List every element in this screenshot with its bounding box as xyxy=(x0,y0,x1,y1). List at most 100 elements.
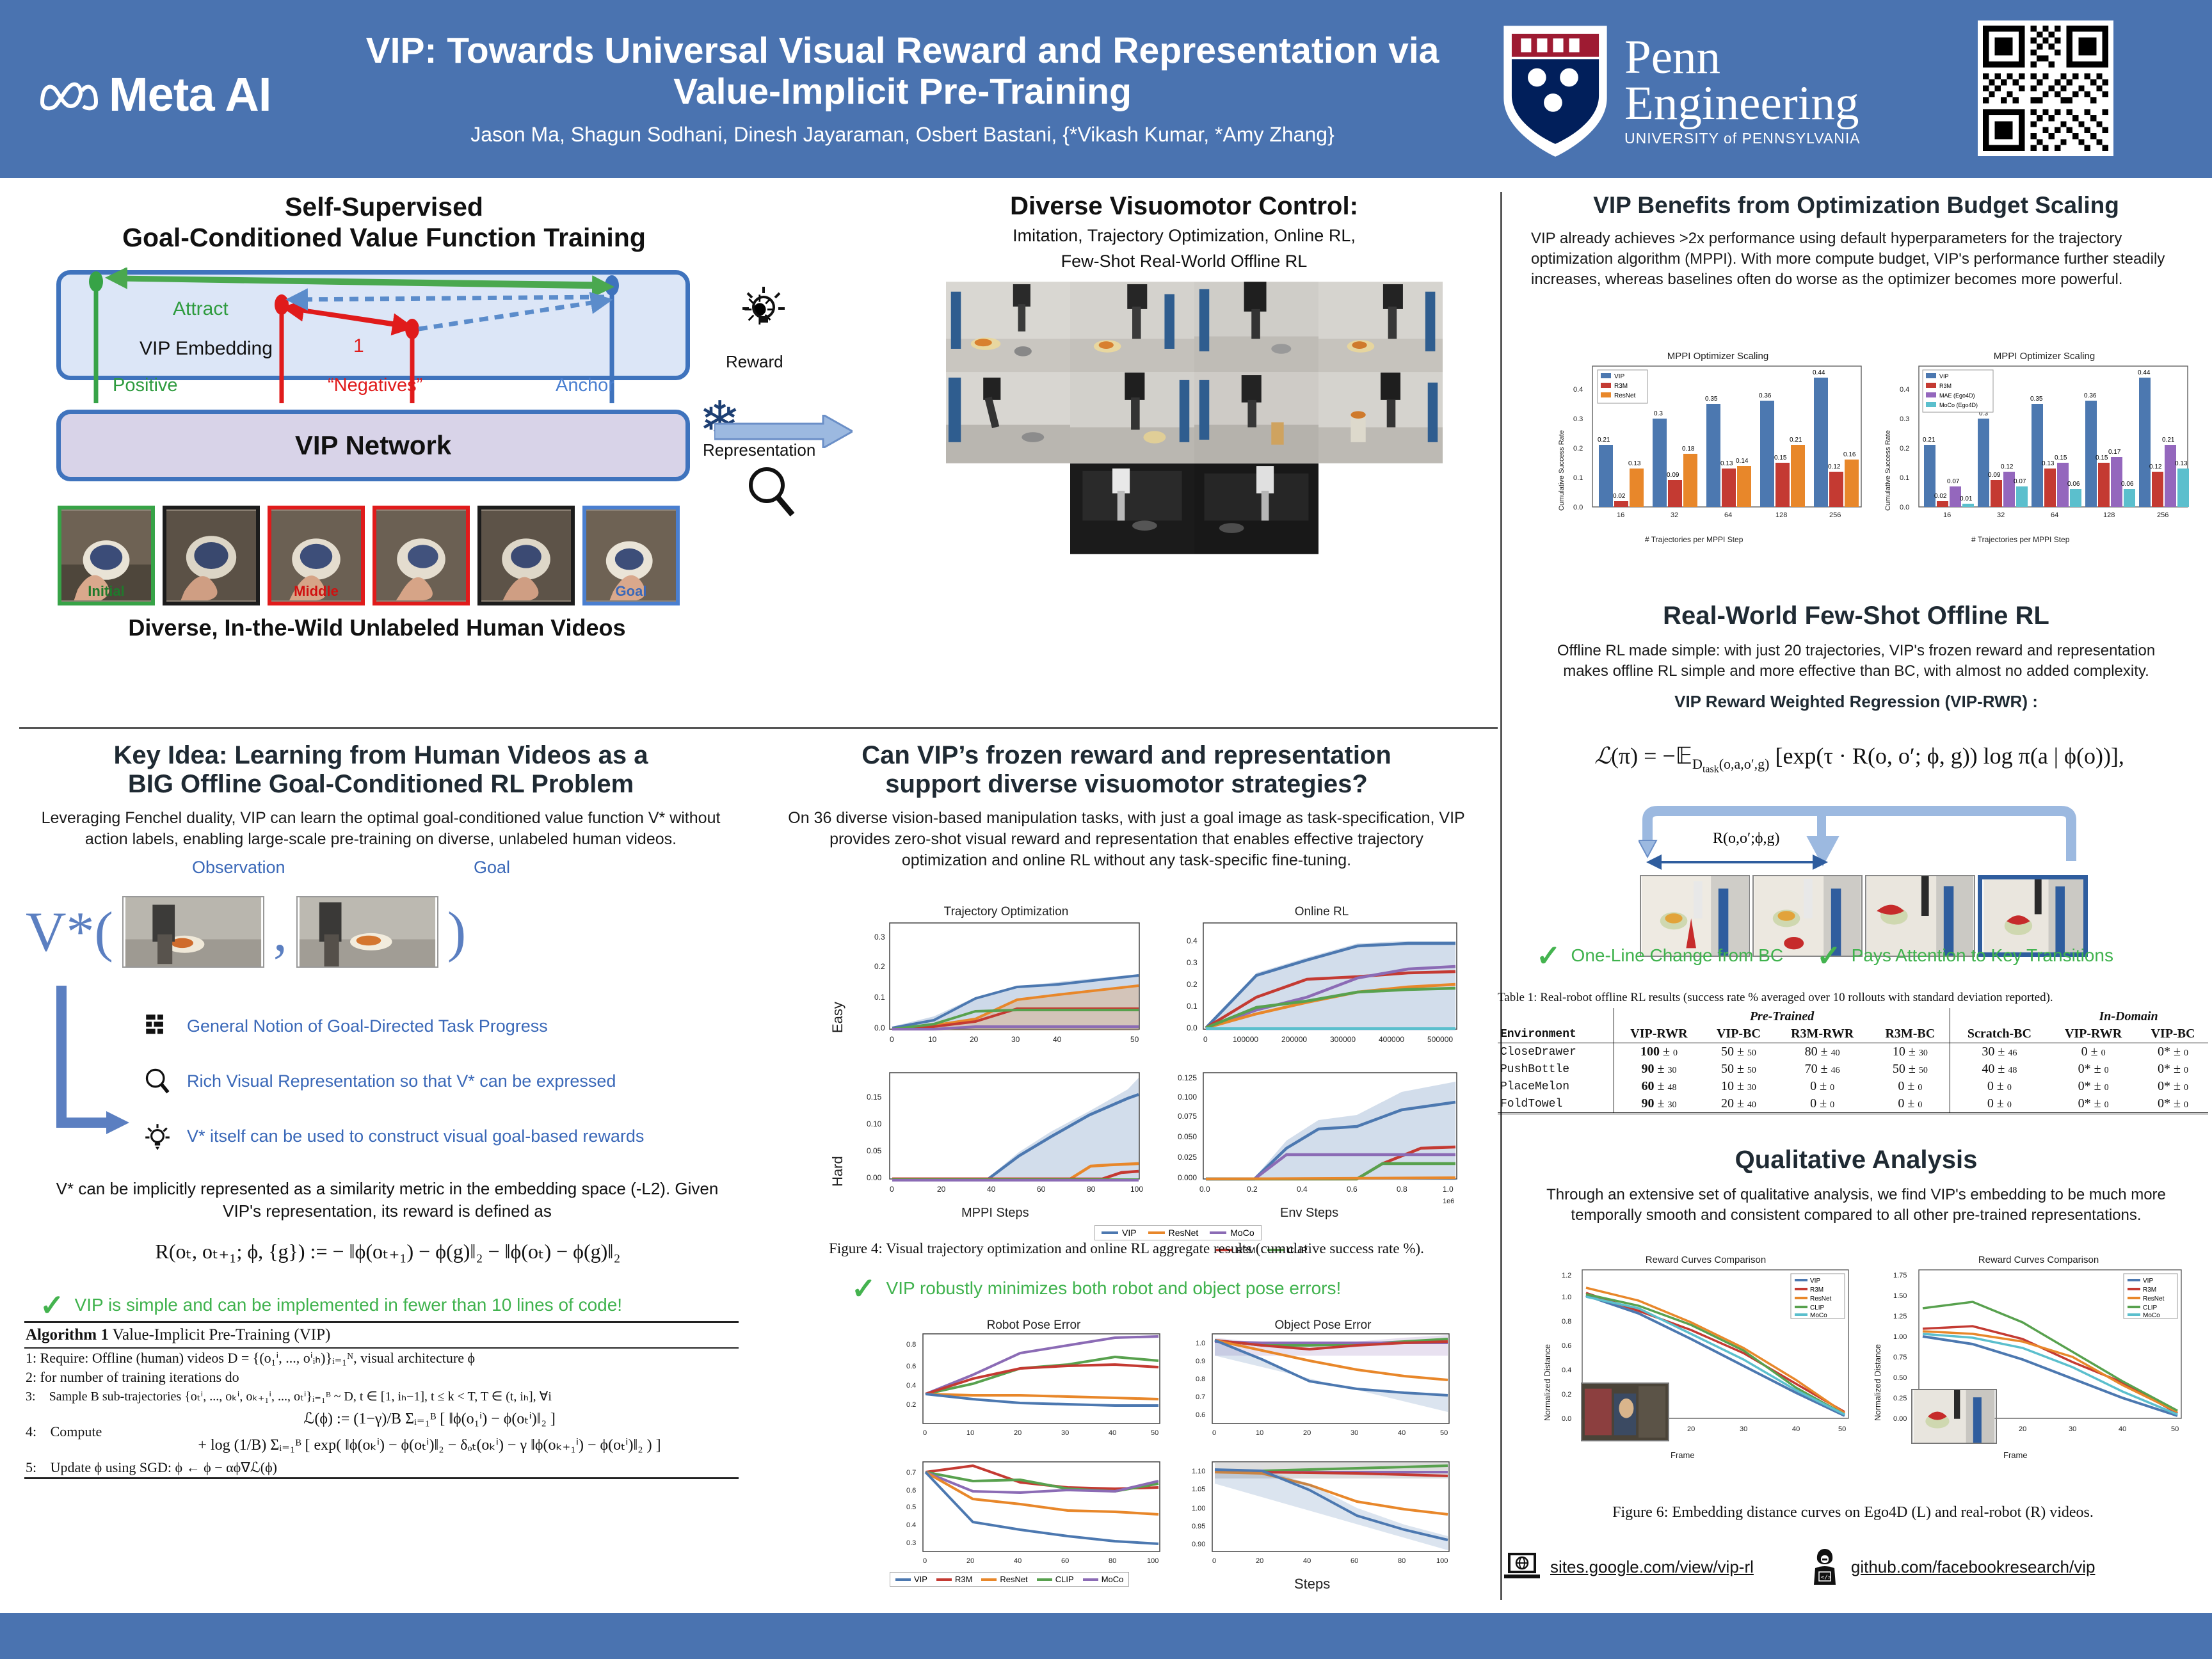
legend-label-resnet: ResNet xyxy=(1000,1575,1028,1584)
algorithm-line-text: Update ϕ using SGD: ϕ ← ϕ − αϕ∇ℒ(ϕ) xyxy=(50,1459,277,1475)
svg-text:40: 40 xyxy=(1398,1429,1406,1437)
frame-goal: Goal xyxy=(582,506,680,605)
algorithm-box: Algorithm 1 Value-Implicit Pre-Training … xyxy=(24,1321,739,1479)
svg-text:ResNet: ResNet xyxy=(1810,1295,1832,1302)
svg-text:300000: 300000 xyxy=(1330,1035,1356,1044)
svg-text:0.16: 0.16 xyxy=(1843,451,1856,458)
svg-text:0.1: 0.1 xyxy=(874,993,885,1002)
table1-col-3: R3M-BC xyxy=(1885,1027,1936,1041)
visuomotor-title: Diverse Visuomotor Control: Imitation, T… xyxy=(877,192,1491,272)
legend-entry: ResNet xyxy=(981,1575,1028,1584)
svg-text:0.90: 0.90 xyxy=(1192,1541,1205,1548)
svg-text:128: 128 xyxy=(1775,511,1787,519)
svg-text:0.17: 0.17 xyxy=(2108,449,2121,456)
penn-line-1: Penn xyxy=(1624,31,1720,84)
table1-group-header: Pre-Trained In-Domain xyxy=(1498,1008,2208,1025)
robot-demo-thumb xyxy=(1318,282,1443,373)
algorithm-line-num: 4: xyxy=(26,1423,37,1439)
svg-text:0.06: 0.06 xyxy=(2067,481,2080,488)
svg-text:0.21: 0.21 xyxy=(2162,437,2175,444)
svg-text:20: 20 xyxy=(2019,1425,2026,1433)
legend-label-vip: VIP xyxy=(1122,1228,1137,1238)
chart-xlabel: Frame xyxy=(1671,1450,1695,1460)
svg-text:30: 30 xyxy=(1740,1425,1747,1433)
chart-online-rl-hard: 0.000 0.025 0.050 0.075 0.100 0.125 0.0 0.2 0.… xyxy=(1171,1070,1472,1230)
legend-label-clip: CLIP xyxy=(1055,1575,1074,1584)
robot-demo-cell xyxy=(1318,282,1443,373)
svg-text:R3M: R3M xyxy=(2143,1286,2156,1294)
offline-rl-block: Real-World Few-Shot Offline RL Offline R… xyxy=(1517,602,2195,712)
robot-demo-row-2 xyxy=(946,373,1443,463)
chart-canvas: 0.0 0.1 0.2 0.3 0.4 0.21 0.02 0.13 0.3 0.09… xyxy=(1573,365,1862,519)
robot-demo-cell xyxy=(946,282,1070,373)
pose-error-figure: Robot Pose Error 0.2 0.4 0.6 0.8 0 10 20 30 4… xyxy=(890,1318,1472,1600)
svg-text:0.21: 0.21 xyxy=(1598,437,1610,444)
table-row: FoldTowel 90 ± 30 20 ± 40 0 ± 0 0 ± 0 0 ± 0 0*… xyxy=(1498,1095,2208,1114)
svg-text:100: 100 xyxy=(1147,1557,1158,1565)
svg-text:0.7: 0.7 xyxy=(906,1469,916,1477)
offline-rl-body: Offline RL made simple: with just 20 tra… xyxy=(1557,641,2156,680)
ego4d-inset-thumb xyxy=(1582,1384,1668,1440)
svg-text:500000: 500000 xyxy=(1427,1035,1453,1044)
budget-scaling-body: VIP already achieves >2x performance usi… xyxy=(1531,230,2165,289)
svg-text:0.12: 0.12 xyxy=(1828,463,1841,470)
svg-text:0.8: 0.8 xyxy=(1562,1318,1571,1326)
title-block: VIP: Towards Universal Visual Reward and… xyxy=(320,30,1485,147)
svg-text:0.01: 0.01 xyxy=(1960,495,1973,502)
table1-cell: 100 ± 0 xyxy=(1614,1043,1704,1061)
chart-object-pose-error-bottom: 0.90 0.95 1.00 1.05 1.10 0 20 40 60 80 100 Step… xyxy=(1185,1461,1461,1598)
svg-text:0.5: 0.5 xyxy=(906,1503,916,1511)
legend-swatch-clip xyxy=(1267,1249,1284,1251)
svg-text:0.2: 0.2 xyxy=(874,962,885,971)
svg-text:0.7: 0.7 xyxy=(1196,1393,1205,1401)
legend-entry: R3M xyxy=(1216,1245,1256,1255)
svg-text:0.25: 0.25 xyxy=(1893,1395,1907,1402)
table1-cell: 40 ± 48 xyxy=(1949,1061,2049,1078)
rwr-frame-thumb xyxy=(1641,876,1749,956)
laptop-globe-icon xyxy=(1504,1553,1540,1578)
algorithm-title: Algorithm 1 Value-Implicit Pre-Training … xyxy=(24,1323,739,1347)
mid-heading-line2: support diverse visuomotor strategies? xyxy=(885,769,1368,798)
svg-text:64: 64 xyxy=(2051,511,2058,519)
svg-text:16: 16 xyxy=(1943,511,1951,519)
chart-title: MPPI Optimizer Scaling xyxy=(1993,351,2096,362)
svg-text:VIP: VIP xyxy=(2143,1278,2153,1285)
qr-code[interactable] xyxy=(1978,20,2113,156)
goal-label: Goal xyxy=(474,858,511,877)
algorithm-equation-2: + log (1/B) Σᵢ₌₁ᴮ [ exp( ‖ϕ(oₖⁱ) − ϕ(oₜⁱ… xyxy=(198,1437,661,1454)
chart-xlabel: MPPI Steps xyxy=(961,1206,1029,1220)
lightbulb-icon xyxy=(141,1119,174,1153)
legend-label-r3m: R3M xyxy=(1237,1245,1256,1255)
table1-cell: 0* ± 0 xyxy=(2078,1079,2109,1093)
svg-text:0.3: 0.3 xyxy=(874,933,885,942)
svg-text:30: 30 xyxy=(1350,1429,1358,1437)
hard-row-label: Hard xyxy=(830,1156,846,1187)
robot-demo-thumb xyxy=(1070,463,1194,554)
frame-middle-caption: Middle xyxy=(294,583,339,599)
table1-blank-cell2 xyxy=(1949,1008,2049,1025)
svg-text:0.100: 0.100 xyxy=(1178,1093,1197,1102)
algorithm-line-text: Require: Offline (human) videos D = {(o₁… xyxy=(40,1350,476,1366)
bullet-visual-representation: Rich Visual Representation so that V* ca… xyxy=(141,1054,736,1109)
bullet-1-text: Rich Visual Representation so that V* ca… xyxy=(187,1071,616,1091)
algorithm-title-bold: Algorithm 1 xyxy=(26,1326,109,1343)
website-link[interactable]: sites.google.com/view/vip-rl xyxy=(1504,1550,1754,1583)
github-link[interactable]: </> github.com/facebookresearch/vip xyxy=(1809,1548,2095,1586)
bullet-task-progress: General Notion of Goal-Directed Task Pro… xyxy=(141,998,736,1054)
svg-text:20: 20 xyxy=(1014,1429,1022,1437)
brick-wall-icon xyxy=(141,1009,174,1043)
svg-text:128: 128 xyxy=(2103,511,2115,519)
table1: Table 1: Real-robot offline RL results (… xyxy=(1498,991,2208,1117)
vertical-divider xyxy=(1500,192,1502,1600)
table1-cell: 0 ± 0 xyxy=(2081,1045,2106,1059)
robot-demo-grid xyxy=(946,282,1443,554)
svg-text:0.075: 0.075 xyxy=(1178,1112,1197,1121)
table1-cell: 60 ± 48 xyxy=(1614,1078,1704,1095)
svg-text:0.9: 0.9 xyxy=(1196,1358,1205,1365)
svg-text:0.09: 0.09 xyxy=(1988,472,2001,479)
penn-line-2: Engineering xyxy=(1624,76,1859,130)
svg-text:0.2: 0.2 xyxy=(1247,1185,1258,1194)
svg-text:0: 0 xyxy=(1203,1035,1208,1044)
simple-check-line: ✓ VIP is simple and can be implemented i… xyxy=(40,1290,622,1320)
robot-demo-cell xyxy=(1194,463,1318,554)
